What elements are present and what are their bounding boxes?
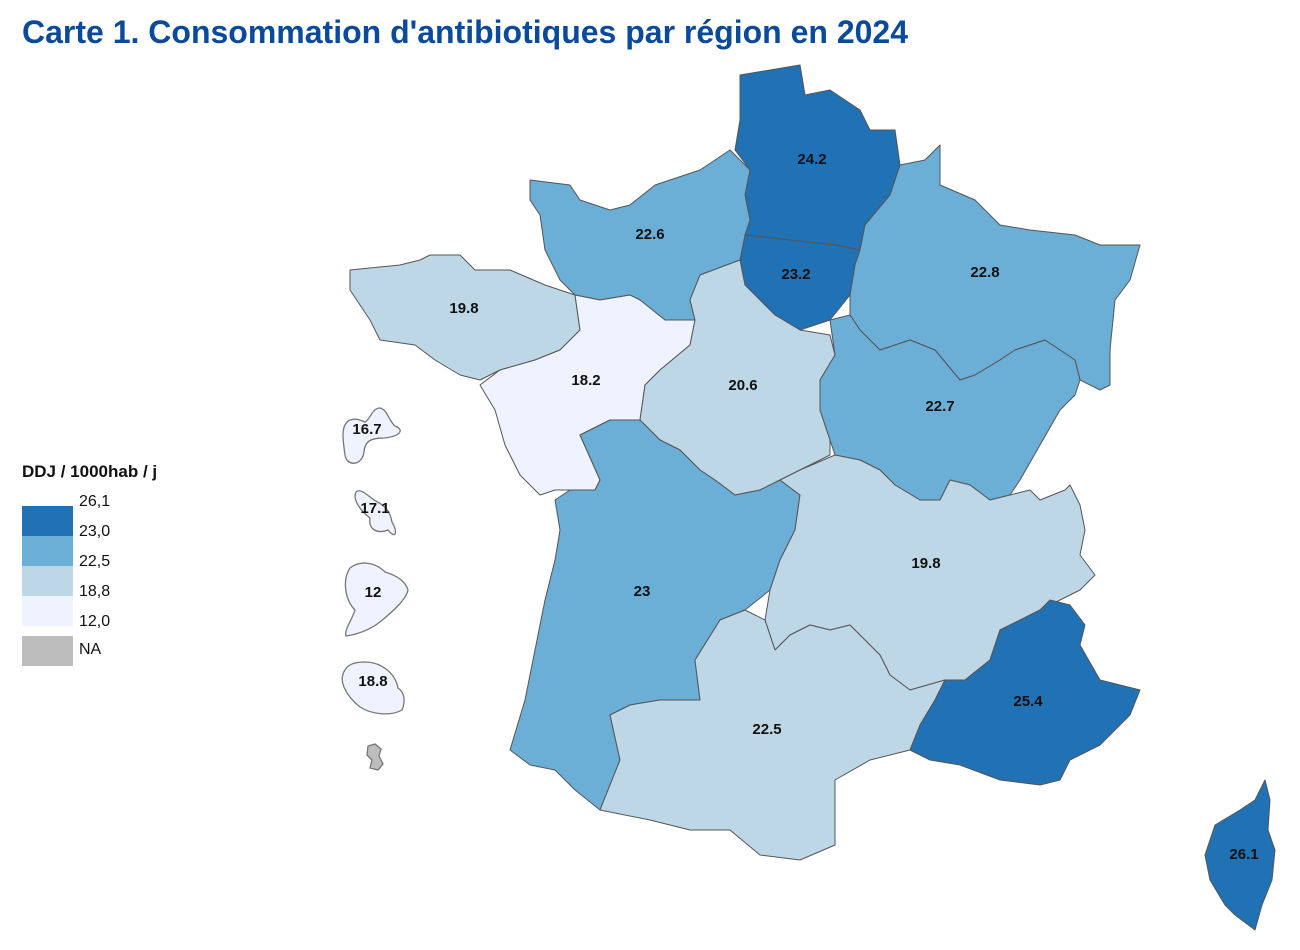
overseas-value-label: 18.8 xyxy=(358,673,387,690)
legend-swatch xyxy=(22,566,73,596)
legend-swatch xyxy=(22,506,73,536)
region-value-label: 22.7 xyxy=(925,398,954,415)
overseas-value-label: 12 xyxy=(365,584,382,601)
legend-break-label: 12,0 xyxy=(79,613,111,630)
region-value-label: 22.5 xyxy=(752,721,781,738)
region-value-label: 20.6 xyxy=(728,377,757,394)
region xyxy=(1204,779,1276,931)
legend-na-label: NA xyxy=(79,641,102,658)
legend-title: DDJ / 1000hab / j xyxy=(22,462,158,481)
region-value-label: 26.1 xyxy=(1229,846,1258,863)
map-title: Carte 1. Consommation d'antibiotiques pa… xyxy=(22,14,908,50)
region-value-label: 23 xyxy=(634,583,651,600)
legend-swatch xyxy=(22,536,73,566)
region xyxy=(909,599,1141,786)
overseas-territory xyxy=(342,407,401,464)
region-value-label: 19.8 xyxy=(911,555,940,572)
legend-break-label: 23,0 xyxy=(79,523,111,540)
legend: DDJ / 1000hab / j 26,1 23,0 22,5 18,8 12… xyxy=(22,462,157,690)
region-value-label: 22.8 xyxy=(970,264,999,281)
region-value-label: 25.4 xyxy=(1013,693,1043,710)
region-value-label: 23.2 xyxy=(781,266,810,283)
overseas-territory xyxy=(366,743,384,771)
region-value-label: 24.2 xyxy=(797,151,826,168)
overseas-territory xyxy=(354,490,397,536)
overseas-value-label: 17.1 xyxy=(360,500,389,517)
legend-break-label: 18,8 xyxy=(79,583,111,600)
legend-break-label: 26,1 xyxy=(79,493,111,510)
region-value-label: 18.2 xyxy=(571,372,600,389)
region xyxy=(599,609,946,861)
overseas-territory xyxy=(341,661,405,715)
legend-break-label: 22,5 xyxy=(79,553,111,570)
region-value-label: 22.6 xyxy=(635,226,664,243)
region-value-label: 19.8 xyxy=(449,300,478,317)
overseas-territory xyxy=(344,562,409,637)
overseas-value-label: 16.7 xyxy=(352,421,381,438)
legend-swatch-na xyxy=(22,636,73,666)
legend-swatch xyxy=(22,596,73,626)
